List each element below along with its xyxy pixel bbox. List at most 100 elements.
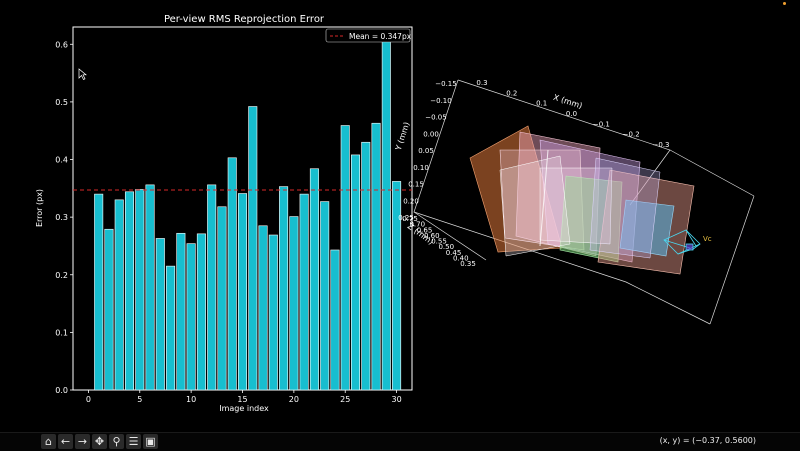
y-tick-label: 0.0: [55, 386, 68, 395]
x-tick-label: 0: [86, 395, 91, 404]
y-tick-3d-label: −0.05: [425, 114, 446, 122]
z-tick-3d-label: 0.55: [431, 238, 447, 246]
calibration-board-planes: [469, 125, 695, 275]
bar: [186, 243, 196, 391]
bar: [114, 199, 124, 391]
x-tick-3d-label: −0.2: [623, 131, 640, 139]
camera-pose-3d-plot[interactable]: Vc X (mm) Y (mm) Z (mm) 0.30.20.10.0−0.1…: [394, 79, 755, 325]
bar: [330, 249, 340, 391]
z-tick-3d-label: 0.65: [417, 226, 433, 234]
bar: [381, 37, 391, 391]
x-axis-3d-ticks: 0.3 0.2 0.1 0.0 −0.1 −0.2 −0.3: [476, 79, 669, 149]
figure-svg: Per-view RMS Reprojection Error 0 5 10 15 20…: [35, 14, 755, 413]
y-tick-label: 0.6: [55, 40, 68, 49]
back-arrow-icon[interactable]: ←: [58, 434, 73, 449]
y-axis-3d-label: Y (mm): [394, 121, 412, 153]
bar: [248, 106, 258, 391]
bar: [268, 234, 278, 391]
bar: [392, 181, 402, 391]
y-axis-label: Error (px): [35, 189, 44, 227]
x-tick-3d-label: 0.0: [566, 110, 577, 118]
legend-label: Mean = 0.347px: [349, 32, 412, 41]
bar: [227, 157, 237, 391]
bar: [340, 125, 350, 391]
z-tick-3d-label: 0.60: [424, 232, 440, 240]
y-tick-3d-label: 0.05: [418, 147, 434, 155]
camera-frustum-icon: [663, 229, 701, 255]
bar: [258, 225, 268, 391]
bar: [94, 193, 104, 391]
y-tick-3d-label: −0.10: [430, 97, 451, 105]
status-indicator: [783, 2, 786, 5]
z-tick-3d-label: 0.35: [460, 260, 476, 268]
x-tick-3d-label: 0.2: [506, 89, 517, 97]
bar-chart: Per-view RMS Reprojection Error 0 5 10 15 20…: [35, 14, 413, 413]
y-tick-label: 0.2: [55, 271, 68, 280]
bar: [361, 141, 371, 391]
y-tick-3d-label: 0.15: [408, 181, 424, 189]
bar: [124, 191, 135, 391]
bar: [309, 168, 319, 391]
chart-title: Per-view RMS Reprojection Error: [164, 14, 325, 25]
x-tick-label: 20: [289, 395, 299, 404]
x-axis-label: Image index: [219, 404, 269, 413]
legend: Mean = 0.347px: [325, 28, 412, 43]
y-tick-label: 0.1: [55, 328, 68, 337]
cursor-coordinates: (x, y) = (−0.37, 0.5600): [659, 436, 756, 445]
y-tick-3d-label: 0.00: [423, 130, 439, 138]
pan-icon[interactable]: ✥: [92, 434, 107, 449]
x-tick-3d-label: −0.3: [653, 141, 670, 149]
x-tick-3d-label: −0.1: [593, 120, 610, 128]
forward-arrow-icon[interactable]: →: [75, 434, 90, 449]
x-tick-label: 5: [137, 395, 142, 404]
bar: [155, 238, 165, 391]
x-ticks: 0 5 10 15 20 25 30: [86, 390, 402, 404]
z-tick-3d-label: 0.50: [438, 243, 454, 251]
x-tick-3d-label: 0.3: [476, 79, 487, 87]
x-tick-label: 10: [186, 395, 196, 404]
bar: [279, 186, 289, 391]
x-tick-label: 25: [340, 395, 350, 404]
y-tick-label: 0.5: [55, 98, 68, 107]
y-tick-3d-label: 0.25: [398, 214, 414, 222]
save-icon[interactable]: ▣: [143, 434, 158, 449]
zoom-icon[interactable]: ⚲: [109, 434, 124, 449]
x-tick-label: 15: [237, 395, 247, 404]
camera-label: Vc: [703, 235, 712, 243]
z-tick-3d-label: 0.40: [453, 254, 469, 262]
y-tick-3d-label: −0.15: [435, 80, 456, 88]
home-icon[interactable]: ⌂: [41, 434, 56, 449]
bar: [196, 233, 206, 391]
y-tick-label: 0.3: [55, 213, 68, 222]
x-tick-label: 30: [391, 395, 401, 404]
navigation-toolbar: ⌂ ← → ✥ ⚲ ☰ ▣ (x, y) = (−0.37, 0.5600): [0, 432, 800, 451]
z-tick-3d-label: 0.45: [446, 249, 462, 257]
bar: [207, 184, 217, 391]
y-tick-3d-label: 0.20: [403, 197, 419, 205]
z-tick-3d-label: 0.75: [402, 215, 418, 223]
x-tick-3d-label: 0.1: [536, 100, 547, 108]
x-axis-3d-label: X (mm): [552, 93, 583, 111]
bar: [176, 232, 186, 391]
y-tick-label: 0.4: [55, 156, 68, 165]
bar: [166, 265, 176, 391]
y-tick-3d-label: 0.10: [413, 164, 429, 172]
bar: [320, 201, 330, 391]
y-axis-3d-ticks: −0.15 −0.10 −0.05 0.00 0.05 0.10 0.15 0.20 0.25: [398, 80, 457, 222]
z-axis-3d-ticks: 0.750.700.650.600.550.500.450.400.35: [402, 215, 476, 268]
mouse-cursor-icon: [78, 68, 87, 80]
bars-group: [94, 37, 402, 391]
bar: [350, 154, 361, 391]
bar: [135, 189, 145, 391]
z-tick-3d-label: 0.70: [409, 221, 425, 229]
bar: [371, 122, 381, 391]
configure-subplots-icon[interactable]: ☰: [126, 434, 141, 449]
bar: [237, 193, 248, 391]
bar: [145, 184, 155, 391]
bar: [217, 206, 227, 391]
bar: [104, 228, 114, 391]
bar: [289, 216, 299, 391]
figure-canvas[interactable]: Per-view RMS Reprojection Error 0 5 10 15 20…: [0, 0, 800, 432]
bar: [299, 193, 309, 391]
y-ticks: 0.0 0.1 0.2 0.3 0.4 0.5 0.6: [55, 40, 73, 395]
